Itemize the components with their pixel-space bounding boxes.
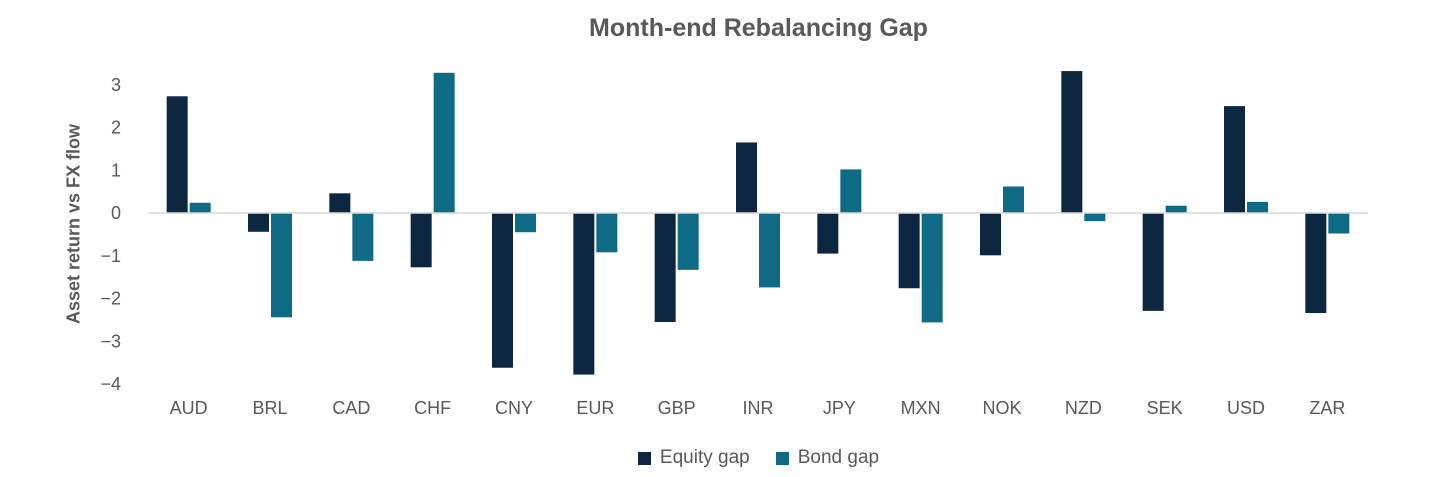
equity-gap-bar-sek [1142, 213, 1164, 311]
legend-label-bond: Bond gap [797, 447, 880, 468]
bond-gap-bar-usd [1247, 201, 1268, 213]
x-tick-label-chf: CHF [414, 398, 451, 418]
x-tick-label-cad: CAD [332, 398, 370, 418]
y-tick-label: −3 [100, 331, 121, 351]
y-tick-label: −1 [100, 246, 121, 266]
x-tick-label-jpy: JPY [823, 398, 856, 418]
bond-gap-bar-aud [189, 202, 211, 213]
bond-gap-bar-sek [1165, 205, 1187, 213]
x-tick-label-brl: BRL [252, 398, 287, 418]
legend-swatch-bond [775, 451, 789, 465]
x-tick-label-zar: ZAR [1309, 398, 1345, 418]
x-tick-label-usd: USD [1227, 398, 1265, 418]
legend-item-equity: Equity gap [637, 447, 750, 469]
bond-gap-bar-jpy [840, 169, 862, 213]
equity-gap-bar-nzd [1061, 71, 1083, 213]
x-tick-label-sek: SEK [1147, 398, 1183, 418]
equity-gap-bar-jpy [817, 213, 839, 254]
y-tick-label: −2 [100, 289, 121, 309]
x-tick-label-nok: NOK [982, 398, 1021, 418]
y-tick-label: 1 [111, 160, 121, 180]
equity-gap-bar-brl [248, 213, 269, 232]
equity-gap-bar-zar [1305, 213, 1327, 314]
bond-gap-bar-nzd [1084, 213, 1106, 222]
x-tick-label-nzd: NZD [1065, 398, 1102, 418]
equity-gap-bar-chf [410, 213, 432, 268]
x-tick-label-aud: AUD [170, 398, 208, 418]
bond-gap-bar-zar [1328, 213, 1350, 234]
equity-gap-bar-inr [736, 142, 757, 213]
bond-gap-bar-gbp [677, 213, 699, 270]
x-tick-label-mxn: MXN [901, 398, 941, 418]
bond-gap-bar-cny [515, 213, 536, 233]
legend-item-bond: Bond gap [775, 447, 880, 469]
equity-gap-bar-mxn [898, 213, 920, 289]
y-tick-label: 2 [111, 118, 121, 138]
bond-gap-bar-brl [271, 213, 292, 318]
equity-gap-bar-gbp [654, 213, 676, 323]
equity-gap-bar-cad [329, 193, 351, 213]
bond-gap-bar-cad [352, 213, 374, 261]
x-tick-label-cny: CNY [495, 398, 533, 418]
bond-gap-bar-eur [596, 213, 618, 253]
x-tick-label-eur: EUR [576, 398, 614, 418]
bond-gap-bar-chf [433, 72, 455, 213]
y-tick-label: 0 [111, 203, 121, 223]
bond-gap-bar-nok [1003, 186, 1024, 213]
equity-gap-bar-usd [1224, 106, 1245, 213]
legend-swatch-equity [637, 451, 651, 465]
equity-gap-bar-aud [166, 96, 188, 213]
equity-gap-bar-cny [492, 213, 513, 368]
equity-gap-bar-nok [980, 213, 1001, 256]
bond-gap-bar-inr [759, 213, 780, 288]
legend: Equity gap Bond gap [0, 447, 1430, 469]
x-tick-label-gbp: GBP [658, 398, 696, 418]
x-tick-label-inr: INR [743, 398, 774, 418]
y-tick-label: −4 [100, 374, 121, 394]
legend-label-equity: Equity gap [659, 447, 750, 468]
chart-title: Month-end Rebalancing Gap [589, 14, 928, 42]
bond-gap-bar-mxn [921, 213, 943, 323]
equity-gap-bar-eur [573, 213, 595, 375]
y-tick-label: 3 [111, 75, 121, 95]
